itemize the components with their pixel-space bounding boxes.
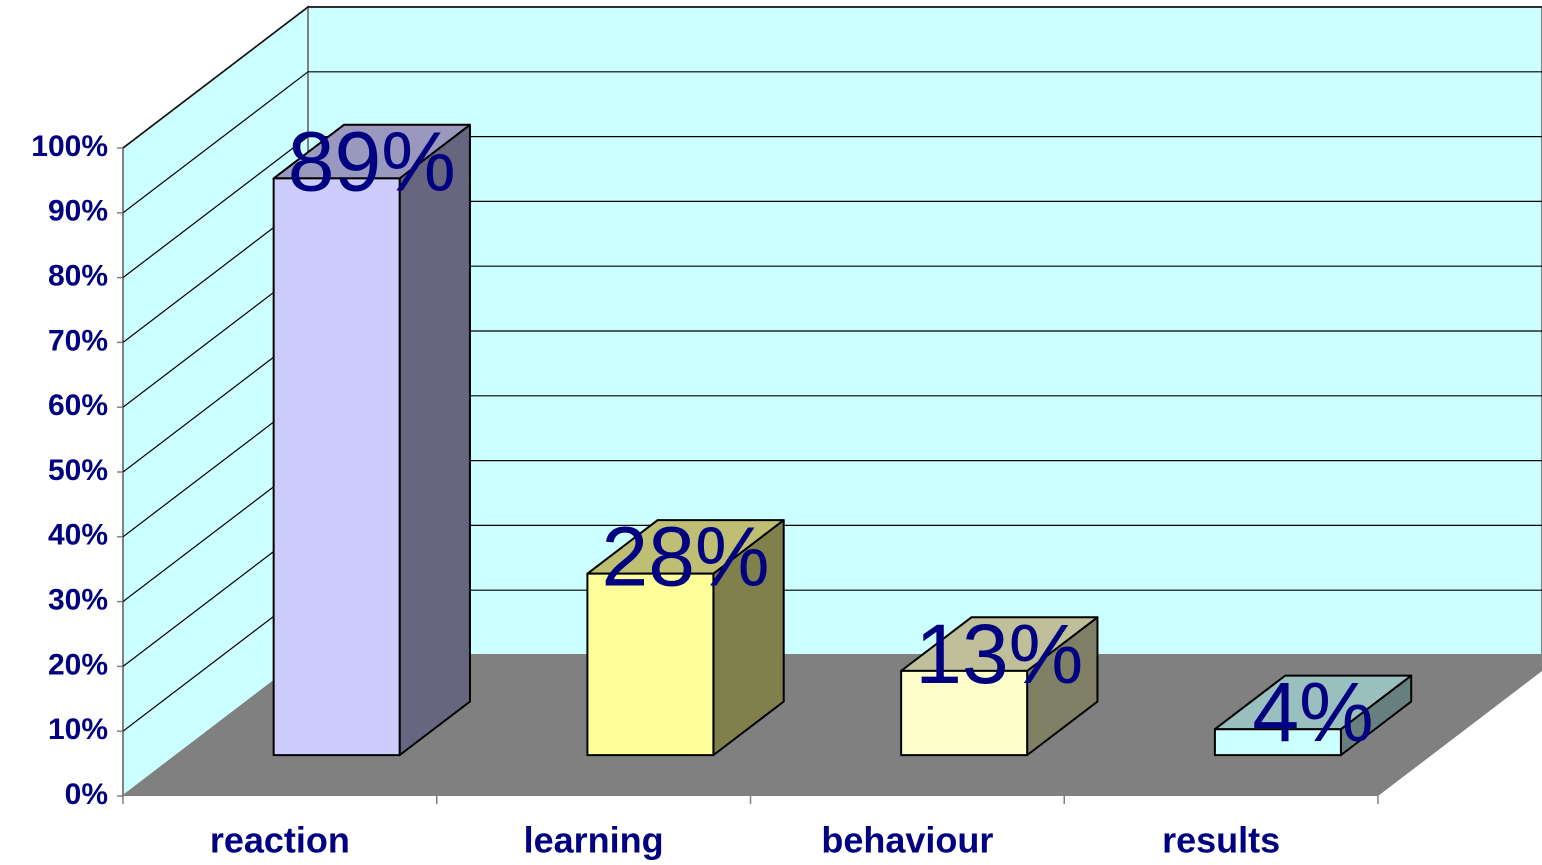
bar-front bbox=[586, 572, 715, 757]
bar-front bbox=[900, 669, 1029, 757]
x-tick-label: behaviour bbox=[821, 820, 993, 861]
floor bbox=[123, 655, 1542, 796]
y-tick-label: 0% bbox=[65, 778, 108, 811]
y-tick-label: 70% bbox=[48, 324, 108, 357]
grid-line bbox=[122, 71, 1542, 214]
y-tick-label: 100% bbox=[31, 130, 108, 163]
value-label: 13% bbox=[915, 607, 1083, 701]
bar bbox=[1213, 674, 1413, 757]
x-tick-label: results bbox=[1162, 820, 1280, 861]
x-tick-label: reaction bbox=[210, 820, 350, 861]
y-tick-label: 10% bbox=[48, 713, 108, 746]
bar bbox=[900, 616, 1099, 757]
bar bbox=[272, 123, 471, 757]
y-tick-label: 30% bbox=[48, 584, 108, 617]
value-label: 4% bbox=[1252, 665, 1373, 759]
bar-front bbox=[272, 177, 401, 757]
value-label: 28% bbox=[601, 510, 769, 604]
y-tick-label: 80% bbox=[48, 260, 108, 293]
value-label: 89% bbox=[288, 114, 456, 208]
bar bbox=[586, 519, 785, 757]
y-tick-label: 50% bbox=[48, 454, 108, 487]
x-tick-label: learning bbox=[524, 820, 664, 861]
bar-side bbox=[398, 123, 471, 757]
y-tick-label: 40% bbox=[48, 519, 108, 552]
y-tick-label: 20% bbox=[48, 648, 108, 681]
y-tick-label: 60% bbox=[48, 389, 108, 422]
bar-front bbox=[1213, 728, 1342, 757]
grid-line bbox=[122, 136, 1542, 279]
y-tick-label: 90% bbox=[48, 195, 108, 228]
grid-line bbox=[122, 6, 1542, 149]
